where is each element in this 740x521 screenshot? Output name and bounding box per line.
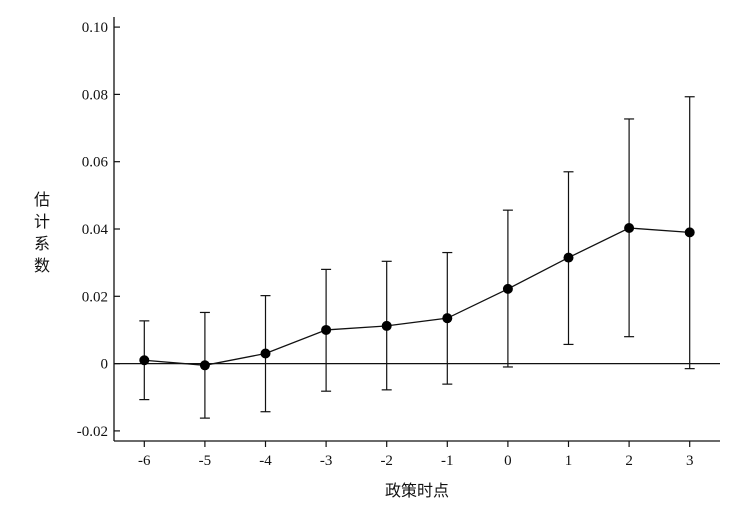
x-tick-label: -1 bbox=[441, 453, 454, 469]
y-axis-title-char: 计 bbox=[34, 213, 50, 231]
y-axis-title-char: 估 bbox=[34, 191, 50, 209]
x-axis-title: 政策时点 bbox=[385, 482, 449, 500]
estimate-point bbox=[684, 227, 695, 238]
x-tick-label: 1 bbox=[565, 453, 573, 469]
y-tick-label: 0.08 bbox=[82, 87, 108, 103]
estimate-point bbox=[260, 348, 271, 359]
x-tick-label: -4 bbox=[259, 453, 272, 469]
y-tick-label: 0.10 bbox=[82, 20, 108, 36]
estimate-point bbox=[442, 313, 453, 324]
x-tick-label: -3 bbox=[320, 453, 333, 469]
y-axis-title-char: 系 bbox=[34, 235, 50, 253]
y-axis-title-char: 数 bbox=[34, 257, 50, 275]
x-tick-label: -6 bbox=[138, 453, 151, 469]
x-tick-label: 2 bbox=[625, 453, 633, 469]
estimate-point bbox=[502, 283, 513, 294]
y-tick-label: 0.04 bbox=[82, 222, 109, 238]
estimate-point bbox=[624, 222, 635, 233]
y-tick-label: 0 bbox=[101, 357, 109, 373]
estimate-line bbox=[144, 227, 690, 366]
estimate-point bbox=[381, 320, 392, 331]
y-tick-label: 0.02 bbox=[82, 289, 108, 305]
x-tick-label: 0 bbox=[504, 453, 512, 469]
estimate-point bbox=[563, 252, 574, 263]
estimate-point bbox=[321, 324, 332, 335]
estimate-point bbox=[139, 355, 150, 366]
y-tick-label: 0.06 bbox=[82, 155, 109, 171]
x-tick-label: -2 bbox=[380, 453, 393, 469]
x-tick-label: -5 bbox=[199, 453, 212, 469]
x-tick-label: 3 bbox=[686, 453, 694, 469]
estimate-point bbox=[199, 360, 210, 371]
y-tick-label: -0.02 bbox=[77, 424, 108, 440]
